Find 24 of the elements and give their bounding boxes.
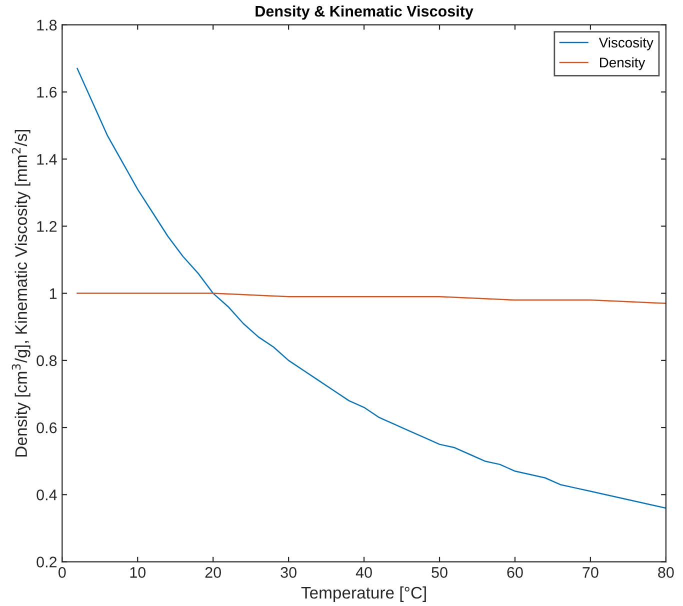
y-axis-title: Density [cm$^{3}$/g], Kinematic Viscosity [mm$^{2}$/s] <box>12 130 30 457</box>
x-tick-label: 70 <box>582 567 598 578</box>
legend-label: Viscosity <box>598 37 654 50</box>
line-series <box>76 292 666 304</box>
y-tick-label: 1.6 <box>37 86 57 98</box>
x-tick-label: 80 <box>658 567 674 578</box>
y-tick-label: 1.8 <box>37 20 57 31</box>
y-tick-label: 1.2 <box>37 221 57 232</box>
x-tick-label: 30 <box>280 567 296 578</box>
x-tick-label: 60 <box>507 567 523 578</box>
x-tick-label: 0 <box>58 567 66 578</box>
y-tick-label: 1.4 <box>37 154 57 165</box>
legend-label: Density <box>600 57 646 70</box>
x-tick-label: 50 <box>432 567 448 578</box>
y-tick-label: 1 <box>50 288 57 299</box>
y-tick-label: 0.6 <box>36 422 57 434</box>
y-tick-label: 0.4 <box>36 490 57 500</box>
y-tick-label: 0.2 <box>36 556 57 568</box>
y-tick-label: 0.8 <box>36 355 57 366</box>
x-tick-label: 40 <box>356 567 372 578</box>
x-axis-title: Temperature [°C] <box>301 586 426 602</box>
x-tick-label: 10 <box>130 567 146 578</box>
x-tick-label: 20 <box>205 567 221 578</box>
chart-title: Density & Kinematic Viscosity <box>256 5 474 20</box>
